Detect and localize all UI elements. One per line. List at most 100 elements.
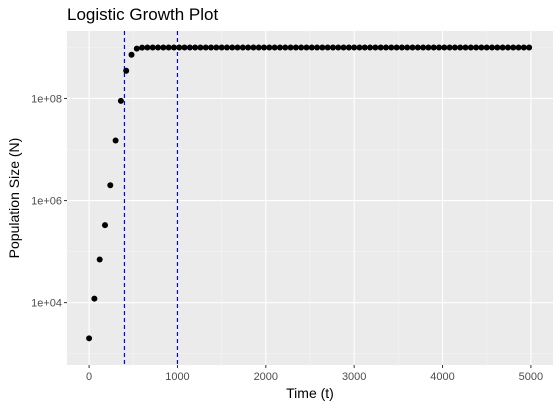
data-point	[91, 295, 98, 302]
data-point	[245, 44, 252, 51]
x-tick-label: 4000	[430, 371, 454, 383]
data-point	[144, 44, 151, 51]
data-point	[462, 44, 469, 51]
x-tick-label: 5000	[519, 371, 543, 383]
data-point	[303, 44, 310, 51]
data-point	[314, 44, 321, 51]
y-axis: 1e+04 1e+06 1e+08	[31, 93, 67, 310]
x-tick-label: 3000	[342, 371, 366, 383]
data-point	[345, 44, 352, 51]
data-point	[340, 44, 347, 51]
data-point	[367, 44, 374, 51]
data-points	[86, 44, 533, 342]
data-point	[329, 44, 336, 51]
y-axis-title: Population Size (N)	[6, 138, 22, 259]
data-point	[250, 44, 257, 51]
chart-title: Logistic Growth Plot	[67, 5, 218, 24]
x-tick-label: 0	[86, 371, 92, 383]
data-point	[504, 44, 511, 51]
data-point	[255, 44, 262, 51]
data-point	[319, 44, 326, 51]
data-point	[213, 44, 220, 51]
x-tick-label: 1000	[165, 371, 189, 383]
data-point	[356, 44, 363, 51]
data-point	[510, 44, 517, 51]
y-tick-label: 1e+06	[31, 196, 62, 208]
data-point	[292, 44, 299, 51]
data-point	[404, 44, 411, 51]
data-point	[117, 97, 124, 104]
data-point	[276, 44, 283, 51]
data-point	[197, 44, 204, 51]
data-point	[123, 67, 130, 74]
data-point	[287, 44, 294, 51]
x-axis: 0 1000 2000 3000 4000 5000	[86, 365, 543, 383]
data-point	[101, 222, 108, 229]
data-point	[467, 44, 474, 51]
data-point	[420, 44, 427, 51]
data-point	[223, 44, 230, 51]
data-point	[372, 44, 379, 51]
data-point	[160, 44, 167, 51]
data-point	[239, 44, 246, 51]
data-point	[234, 44, 241, 51]
data-point	[351, 44, 358, 51]
data-point	[489, 44, 496, 51]
data-point	[133, 45, 140, 52]
data-point	[382, 44, 389, 51]
data-point	[430, 44, 437, 51]
x-tick-label: 2000	[254, 371, 278, 383]
data-point	[515, 44, 522, 51]
data-point	[96, 256, 103, 263]
data-point	[282, 44, 289, 51]
data-point	[494, 44, 501, 51]
data-point	[414, 44, 421, 51]
data-point	[186, 44, 193, 51]
data-point	[324, 44, 331, 51]
data-point	[112, 137, 119, 144]
data-point	[499, 44, 506, 51]
data-point	[149, 44, 156, 51]
data-point	[361, 44, 368, 51]
data-point	[451, 44, 458, 51]
data-point	[271, 44, 278, 51]
data-point	[208, 44, 215, 51]
data-point	[176, 44, 183, 51]
data-point	[128, 51, 135, 58]
data-point	[473, 44, 480, 51]
data-point	[335, 44, 342, 51]
data-point	[377, 44, 384, 51]
y-tick-label: 1e+08	[31, 93, 62, 105]
data-point	[409, 44, 416, 51]
data-point	[181, 44, 188, 51]
data-point	[446, 44, 453, 51]
data-point	[192, 44, 199, 51]
data-point	[436, 44, 443, 51]
data-point	[155, 44, 162, 51]
data-point	[483, 44, 490, 51]
data-point	[478, 44, 485, 51]
data-point	[229, 44, 236, 51]
data-point	[170, 44, 177, 51]
data-point	[393, 44, 400, 51]
data-point	[308, 44, 315, 51]
data-point	[107, 182, 114, 189]
data-point	[457, 44, 464, 51]
data-point	[86, 335, 93, 342]
data-point	[165, 44, 172, 51]
data-point	[425, 44, 432, 51]
x-axis-title: Time (t)	[286, 385, 334, 401]
data-point	[298, 44, 305, 51]
data-point	[526, 44, 533, 51]
y-tick-label: 1e+04	[31, 298, 62, 310]
data-point	[261, 44, 268, 51]
data-point	[202, 44, 209, 51]
data-point	[266, 44, 273, 51]
data-point	[139, 44, 146, 51]
data-point	[398, 44, 405, 51]
data-point	[218, 44, 225, 51]
major-gridlines	[67, 31, 553, 365]
data-point	[441, 44, 448, 51]
data-point	[520, 44, 527, 51]
